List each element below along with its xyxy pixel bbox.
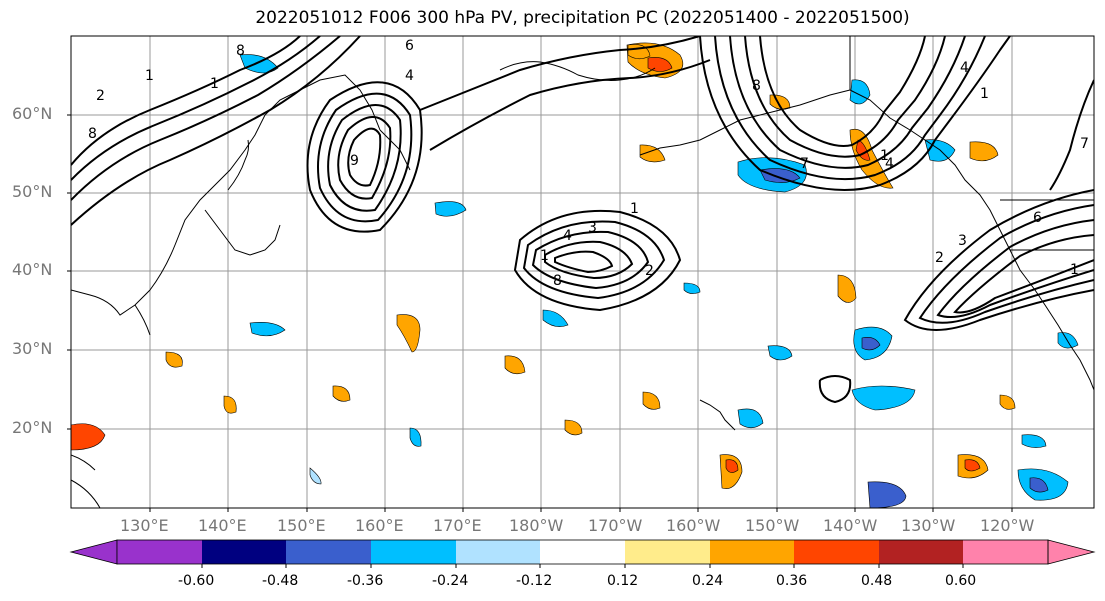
contour-label: 8 <box>236 43 245 59</box>
contour-label: 4 <box>563 228 572 244</box>
lon-label: 120°W <box>980 516 1035 535</box>
lon-label: 150°E <box>277 516 326 535</box>
contour-label: 8 <box>88 126 97 142</box>
lat-label: 60°N <box>12 104 53 123</box>
lat-label: 40°N <box>12 260 53 279</box>
contour-label: 3 <box>958 233 967 249</box>
contour-label: 6 <box>1033 210 1042 226</box>
colorbar-bin <box>540 540 625 564</box>
colorbar-tick-label: -0.48 <box>262 573 299 589</box>
colorbar-tick-label: 0.48 <box>861 573 893 589</box>
contour-label: 1 <box>880 148 889 164</box>
contour-label: 1 <box>1070 262 1079 278</box>
colorbar-bin <box>963 540 1048 564</box>
contour-label: 1 <box>630 201 639 217</box>
lon-label: 160°E <box>355 516 404 535</box>
contour-label: 1 <box>980 86 989 102</box>
contour-label: 1 <box>145 68 154 84</box>
contour-label: 7 <box>1080 136 1089 152</box>
lon-label: 180°W <box>509 516 564 535</box>
coastlines <box>71 36 1094 508</box>
colorbar-bin <box>879 540 963 564</box>
lon-label: 140°E <box>198 516 247 535</box>
lon-label: 130°W <box>901 516 956 535</box>
colorbar-extend-max <box>1047 539 1096 565</box>
contour-label: 8 <box>553 273 562 289</box>
colorbar-tick-label: 0.12 <box>607 573 639 589</box>
colorbar <box>69 539 1096 568</box>
contour-label: 1 <box>540 248 549 264</box>
contour-label: 3 <box>588 220 597 236</box>
contour-label: 4 <box>885 156 894 172</box>
pv-contours <box>71 36 1094 404</box>
contour-label: 9 <box>350 153 359 169</box>
graticule <box>71 36 1094 508</box>
lon-label: 170°E <box>433 516 482 535</box>
colorbar-bin <box>794 540 879 564</box>
colorbar-bin <box>710 540 794 564</box>
colorbar-tick-label: 0.36 <box>776 573 808 589</box>
contour-label: 6 <box>405 38 414 54</box>
contour-label: 2 <box>645 263 654 279</box>
lon-label: 160°W <box>666 516 721 535</box>
colorbar-bin <box>456 540 540 564</box>
contour-label: 4 <box>405 68 414 84</box>
plot-frame <box>70 35 1095 509</box>
colorbar-tick-label: -0.24 <box>432 573 469 589</box>
colorbar-tick-label: 0.60 <box>945 573 977 589</box>
contour-label: 1 <box>210 76 219 92</box>
lat-label: 20°N <box>12 418 53 437</box>
lon-label: 140°W <box>823 516 878 535</box>
colorbar-tick-label: -0.12 <box>516 573 553 589</box>
contour-labels: 8 1 2 6 4 1 8 9 1 3 4 1 2 8 7 1 4 8 2 3 … <box>88 38 1089 289</box>
lon-label: 170°W <box>588 516 643 535</box>
colorbar-bin <box>286 540 371 564</box>
colorbar-bin <box>117 540 202 564</box>
lon-label: 150°W <box>745 516 800 535</box>
lon-label: 130°E <box>120 516 169 535</box>
axis-ticks <box>67 114 1013 512</box>
colorbar-tick-label: 0.24 <box>692 573 724 589</box>
lat-label: 30°N <box>12 339 53 358</box>
lat-label: 50°N <box>12 182 53 201</box>
contour-label: 2 <box>96 88 105 104</box>
contour-label: 4 <box>960 60 969 76</box>
colorbar-extend-min <box>69 539 118 565</box>
colorbar-tick-label: -0.60 <box>178 573 215 589</box>
colorbar-bin <box>625 540 710 564</box>
map-title: 2022051012 F006 300 hPa PV, precipitatio… <box>255 8 910 28</box>
colorbar-tick-label: -0.36 <box>347 573 384 589</box>
contour-label: 8 <box>752 78 761 94</box>
colorbar-bin <box>202 540 286 564</box>
colorbar-bin <box>371 540 456 564</box>
contour-label: 2 <box>935 250 944 266</box>
contour-label: 7 <box>800 156 809 172</box>
